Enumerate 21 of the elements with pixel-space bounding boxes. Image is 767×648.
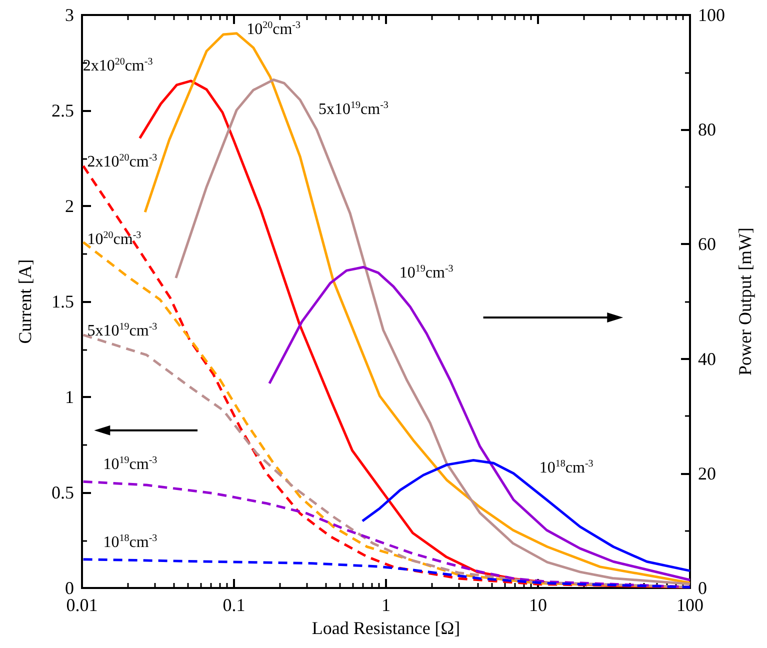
- y-tick-label: 0: [65, 578, 74, 598]
- y2-tick-label: 100: [698, 5, 725, 25]
- y2-axis-title: Power Output [mW]: [734, 228, 755, 376]
- y-tick-label: 3: [65, 5, 74, 25]
- y2-tick-label: 20: [698, 463, 716, 484]
- x-tick-label: 0.01: [66, 595, 98, 615]
- x-tick-label: 0.1: [222, 595, 246, 615]
- y-axis-title: Current [A]: [15, 259, 35, 344]
- y2-tick-label: 40: [698, 348, 716, 369]
- y2-tick-label: 0: [698, 578, 707, 598]
- x-tick-label: 10: [529, 595, 547, 615]
- y2-tick-label: 80: [698, 120, 716, 140]
- y2-tick-label: 60: [698, 234, 716, 254]
- y-tick-label: 0.5: [52, 482, 74, 502]
- y-tick-label: 1: [65, 387, 74, 407]
- x-tick-label: 1: [382, 595, 390, 615]
- x-tick-label: 100: [676, 595, 704, 615]
- y-tick-label: 2: [65, 196, 74, 216]
- y-tick-label: 1.5: [52, 292, 74, 312]
- y-tick-label: 2.5: [52, 100, 74, 120]
- x-axis-title: Load Resistance [Ω]: [312, 618, 460, 638]
